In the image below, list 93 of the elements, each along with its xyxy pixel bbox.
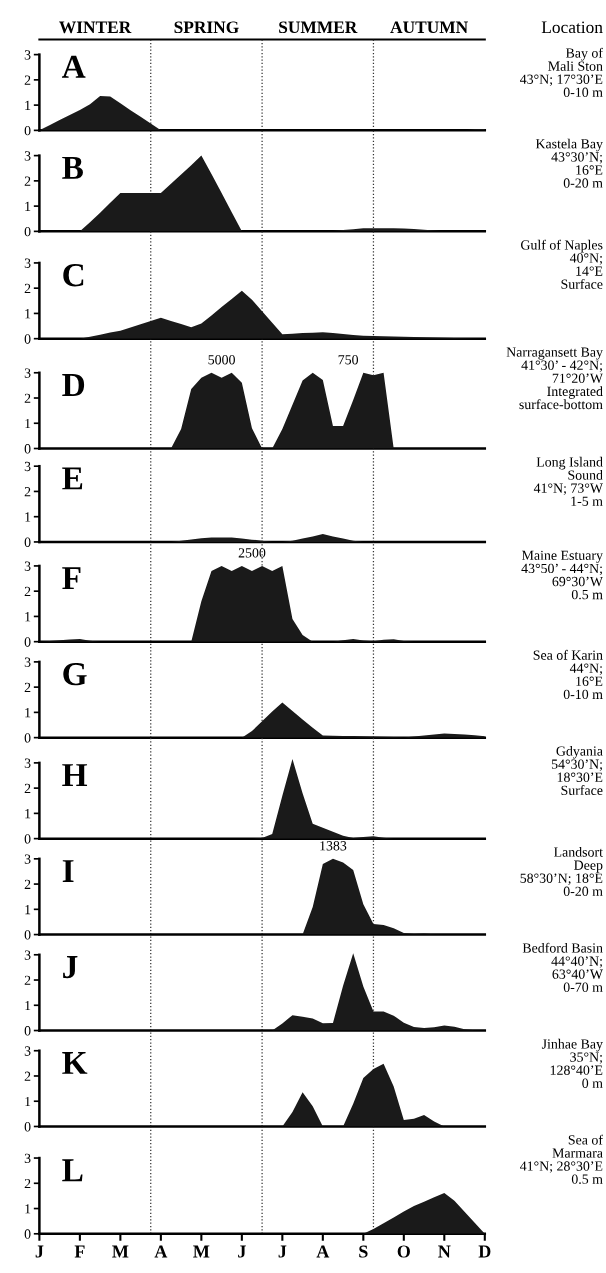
y-tick-label: 3 (24, 1153, 31, 1163)
text: Gulf of Naples 40°N; 14°E Surface (521, 239, 603, 289)
x-tick-label: A (154, 1245, 168, 1258)
y-tick-label: 1 (25, 1096, 31, 1107)
y-tick-label: 2 (24, 586, 31, 596)
y-tick-label: 0 (24, 733, 31, 743)
text: Jinhae Bay 35°N; 128°40’E 0 m (541, 1038, 603, 1088)
y-tick-label: 3 (24, 368, 31, 378)
text: SUMMER (279, 21, 358, 34)
text: D (62, 374, 85, 396)
y-tick-label: 2 (24, 176, 31, 186)
chart-title: E (62, 467, 83, 490)
x-tick-label: D (478, 1245, 491, 1258)
y-tick-label: 2 (24, 1071, 31, 1081)
text: F (62, 567, 81, 590)
annotation: 1383 (320, 841, 347, 851)
chart-title: K (62, 1052, 88, 1074)
text: L (62, 1159, 83, 1182)
y-tick-label: 1 (25, 418, 31, 429)
y-tick-label: 1 (25, 309, 31, 319)
y-tick-label: 3 (24, 151, 31, 161)
y-tick-label: 1 (25, 1000, 31, 1011)
text: Narragansett Bay 41°30’ - 42°N; 71°20’W Integrated surface-bottom (506, 347, 603, 410)
y-tick-label: 2 (24, 879, 31, 889)
annotation: 5000 (208, 355, 235, 365)
annotation: 2500 (238, 548, 266, 558)
x-tick-label: N (438, 1245, 451, 1258)
y-tick-label: 3 (24, 657, 31, 667)
x-tick-label: S (359, 1245, 368, 1258)
chart-title: G (63, 662, 87, 686)
y-tick-label: 2 (24, 283, 31, 293)
text: Gdyania 54°30’N; 18°30’E Surface (551, 745, 603, 796)
y-tick-label: 1 (25, 809, 31, 819)
text: Sea of Marmara 41°N; 28°30’E 0.5 m (520, 1134, 603, 1184)
y-tick-label: 2 (24, 393, 31, 403)
y-tick-label: 1 (25, 1204, 31, 1214)
text: Sea of Karin 44°N; 16°E 0-10 m (533, 649, 603, 700)
y-tick-label: 1 (25, 904, 31, 915)
y-tick-label: 3 (24, 758, 31, 768)
text: Maine Estuary 43°50’ - 44°N; 69°30’W 0.5 m (521, 550, 603, 600)
text: WINTER (59, 21, 132, 34)
y-tick-label: 1 (25, 100, 31, 110)
x-tick-label: F (74, 1245, 85, 1258)
y-tick-label: 1 (25, 512, 31, 522)
chart-title: I (62, 860, 74, 882)
text: H (62, 764, 88, 787)
text: Location (541, 21, 603, 34)
y-tick-label: 0 (24, 1229, 31, 1239)
x-tick-label: A (316, 1245, 330, 1258)
text: C (63, 263, 84, 287)
y-tick-label: 2 (24, 783, 31, 793)
y-tick-label: 0 (24, 226, 31, 237)
y-tick-label: 0 (24, 334, 31, 344)
x-tick-label: J (278, 1245, 287, 1258)
text: Long Island Sound 41°N; 73°W 1-5 m (533, 456, 603, 506)
text: Bay of Mali Ston 43°N; 17°30’E 0-10 m (520, 47, 603, 97)
y-tick-label: 1 (25, 201, 31, 211)
y-tick-label: 1 (25, 708, 31, 718)
y-tick-label: 0 (24, 537, 31, 547)
text: AUTUMN (390, 21, 468, 34)
text: SPRING (174, 21, 239, 34)
y-tick-label: 2 (24, 975, 31, 985)
y-tick-label: 3 (24, 950, 31, 960)
y-tick-label: 3 (24, 258, 31, 268)
y-tick-label: 3 (24, 50, 31, 60)
y-tick-label: 0 (24, 1122, 31, 1132)
y-tick-label: 1 (25, 612, 31, 622)
y-tick-label: 2 (24, 682, 31, 692)
y-tick-label: 0 (24, 834, 31, 844)
text: B (62, 156, 83, 179)
annotation: 750 (338, 355, 359, 365)
y-tick-label: 2 (24, 1178, 31, 1189)
y-tick-label: 3 (24, 1046, 31, 1056)
y-tick-label: 3 (24, 854, 31, 864)
y-tick-label: 0 (24, 637, 31, 647)
y-tick-label: 2 (24, 487, 31, 497)
y-tick-label: 3 (24, 561, 31, 571)
y-tick-label: 0 (24, 1026, 31, 1036)
y-tick-label: 2 (24, 75, 31, 85)
x-tick-label: J (238, 1245, 246, 1258)
y-tick-label: 0 (24, 930, 31, 940)
text: Landsort Deep 58°30’N; 18°E 0-20 m (520, 846, 603, 896)
y-tick-label: 3 (24, 461, 31, 472)
chart-title: J (63, 956, 78, 979)
x-tick-label: M (112, 1245, 129, 1258)
y-tick-label: 0 (24, 125, 31, 136)
x-tick-label: O (397, 1245, 410, 1258)
y-tick-label: 0 (24, 444, 31, 454)
text: Bedford Basin 44°40’N; 63°40’W 0-70 m (522, 942, 603, 992)
x-tick-label: M (193, 1245, 210, 1258)
chart-title: A (61, 55, 86, 78)
text: Kastela Bay 43°30’N; 16°E 0-20 m (535, 138, 603, 188)
x-tick-label: J (35, 1245, 44, 1258)
